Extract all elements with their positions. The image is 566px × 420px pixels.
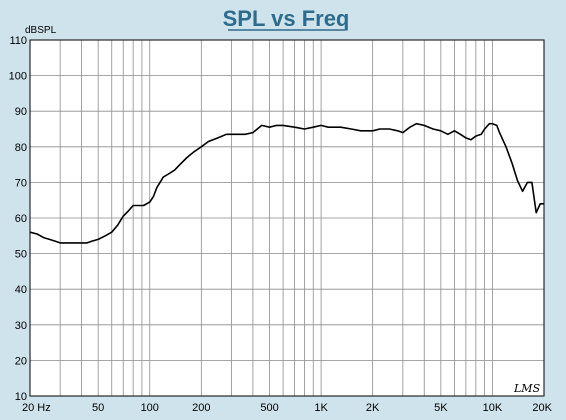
plot-frame [29, 39, 545, 397]
x-tick-label: 5K [434, 402, 448, 414]
y-tick-label: 10 [15, 391, 27, 403]
x-tick-label: 2K [366, 402, 380, 414]
x-tick-label: 200 [192, 402, 210, 414]
x-tick-label: 20 Hz [22, 402, 51, 414]
lms-brand-mark: LMS [513, 382, 541, 395]
grid-lines [29, 39, 545, 397]
x-tick-labels: 20 Hz 50 100 200 500 1K 2K 5K 10K 20K [22, 402, 553, 414]
y-tick-label: 30 [15, 320, 27, 332]
x-tick-label: 500 [260, 402, 278, 414]
y-tick-labels: 10 20 30 40 50 60 70 80 90 100 110 [9, 35, 27, 403]
y-tick-label: 100 [9, 71, 27, 83]
y-tick-label: 110 [9, 35, 27, 47]
y-tick-label: 50 [15, 249, 27, 261]
y-tick-label: 40 [15, 284, 27, 296]
y-tick-label: 70 [15, 177, 27, 189]
chart-title: SPL vs Freq [223, 6, 350, 31]
x-tick-label: 10K [483, 402, 503, 414]
y-tick-label: 60 [15, 213, 27, 225]
series-lines [29, 122, 544, 244]
y-tick-label: 80 [15, 142, 27, 154]
x-tick-label: 1K [314, 402, 328, 414]
y-tick-label: 20 [15, 355, 27, 367]
x-tick-label: 20K [532, 402, 552, 414]
y-tick-label: 90 [15, 106, 27, 118]
y-axis-label: dBSPL [25, 25, 57, 36]
spl-curve [29, 122, 544, 244]
x-tick-label: 100 [141, 402, 159, 414]
x-tick-label: 50 [92, 402, 104, 414]
